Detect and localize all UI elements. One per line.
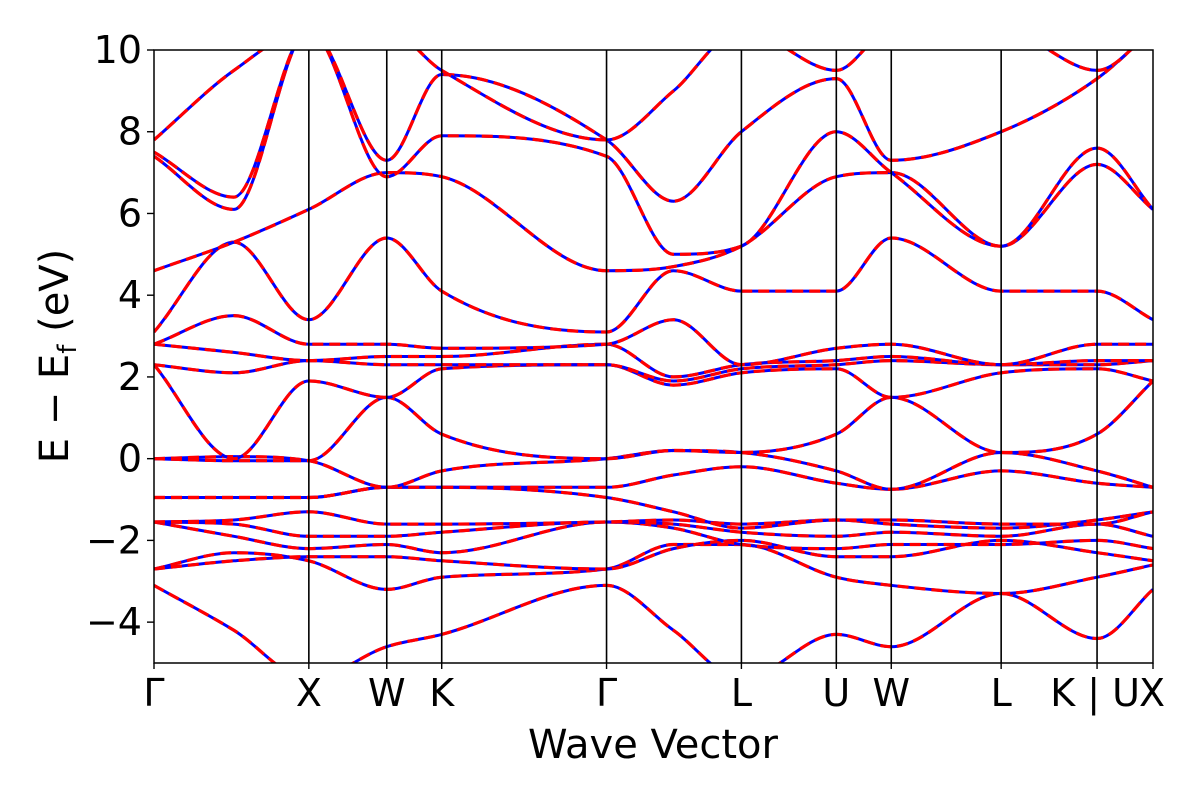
band-15-dashed: [154, 162, 1153, 273]
band-16-dashed: [154, 50, 1153, 256]
y-tick-label-7: 10: [94, 28, 142, 72]
x-tick-label-6: U: [822, 671, 850, 715]
x-tick-label-8: L: [991, 671, 1012, 715]
band-14-dashed: [154, 236, 1153, 334]
y-axis-label-sub: f: [53, 344, 83, 354]
y-tick-label-4: 4: [118, 273, 142, 317]
x-tick-label-7: W: [872, 671, 910, 715]
band-16-solid: [154, 50, 1153, 256]
plot-frame: [153, 49, 1154, 664]
x-tick-label-5: L: [731, 671, 752, 715]
band-9-solid: [154, 379, 1153, 463]
x-tick-label-10: X: [1139, 671, 1165, 715]
band-18-dashed: [154, 50, 1133, 142]
y-axis-label-main: E − E: [32, 354, 78, 464]
band-17-solid: [154, 50, 1133, 203]
band-18-solid: [154, 50, 1133, 142]
y-tick-label-6: 8: [118, 110, 142, 154]
x-tick-label-1: X: [296, 671, 322, 715]
y-axis-label: E − Ef (eV): [32, 249, 83, 464]
band-0-dashed: [154, 583, 1153, 663]
y-tick-label-1: −2: [86, 518, 142, 562]
y-tick-label-2: 0: [118, 437, 142, 481]
x-axis-label: Wave Vector: [528, 722, 779, 768]
band-13-dashed: [154, 313, 1153, 367]
band-lines: [154, 50, 1153, 663]
band-1-solid: [154, 543, 1153, 596]
x-tick-label-9: K | U: [1050, 671, 1140, 716]
band-9-dashed: [154, 379, 1153, 463]
x-tick-label-4: Γ: [596, 671, 617, 715]
y-axis-label-unit: (eV): [32, 249, 78, 345]
y-axis: −4 −2 0 2 4 6 8 10: [86, 28, 154, 644]
band-17-dashed: [154, 50, 1134, 203]
x-tick-label-3: K: [429, 671, 455, 715]
x-tick-label-2: W: [368, 671, 406, 715]
y-tick-label-5: 6: [118, 191, 142, 235]
y-tick-label-3: 2: [118, 355, 142, 399]
band-1-dashed: [154, 542, 1153, 596]
band-0-solid: [154, 583, 1153, 663]
x-tick-label-0: Γ: [143, 671, 164, 715]
band-7-dashed: [154, 465, 1153, 500]
band-15-solid: [154, 162, 1153, 273]
band-10-dashed: [154, 363, 1153, 461]
high-symmetry-lines: [308, 50, 1098, 663]
y-tick-label-0: −4: [86, 600, 142, 644]
